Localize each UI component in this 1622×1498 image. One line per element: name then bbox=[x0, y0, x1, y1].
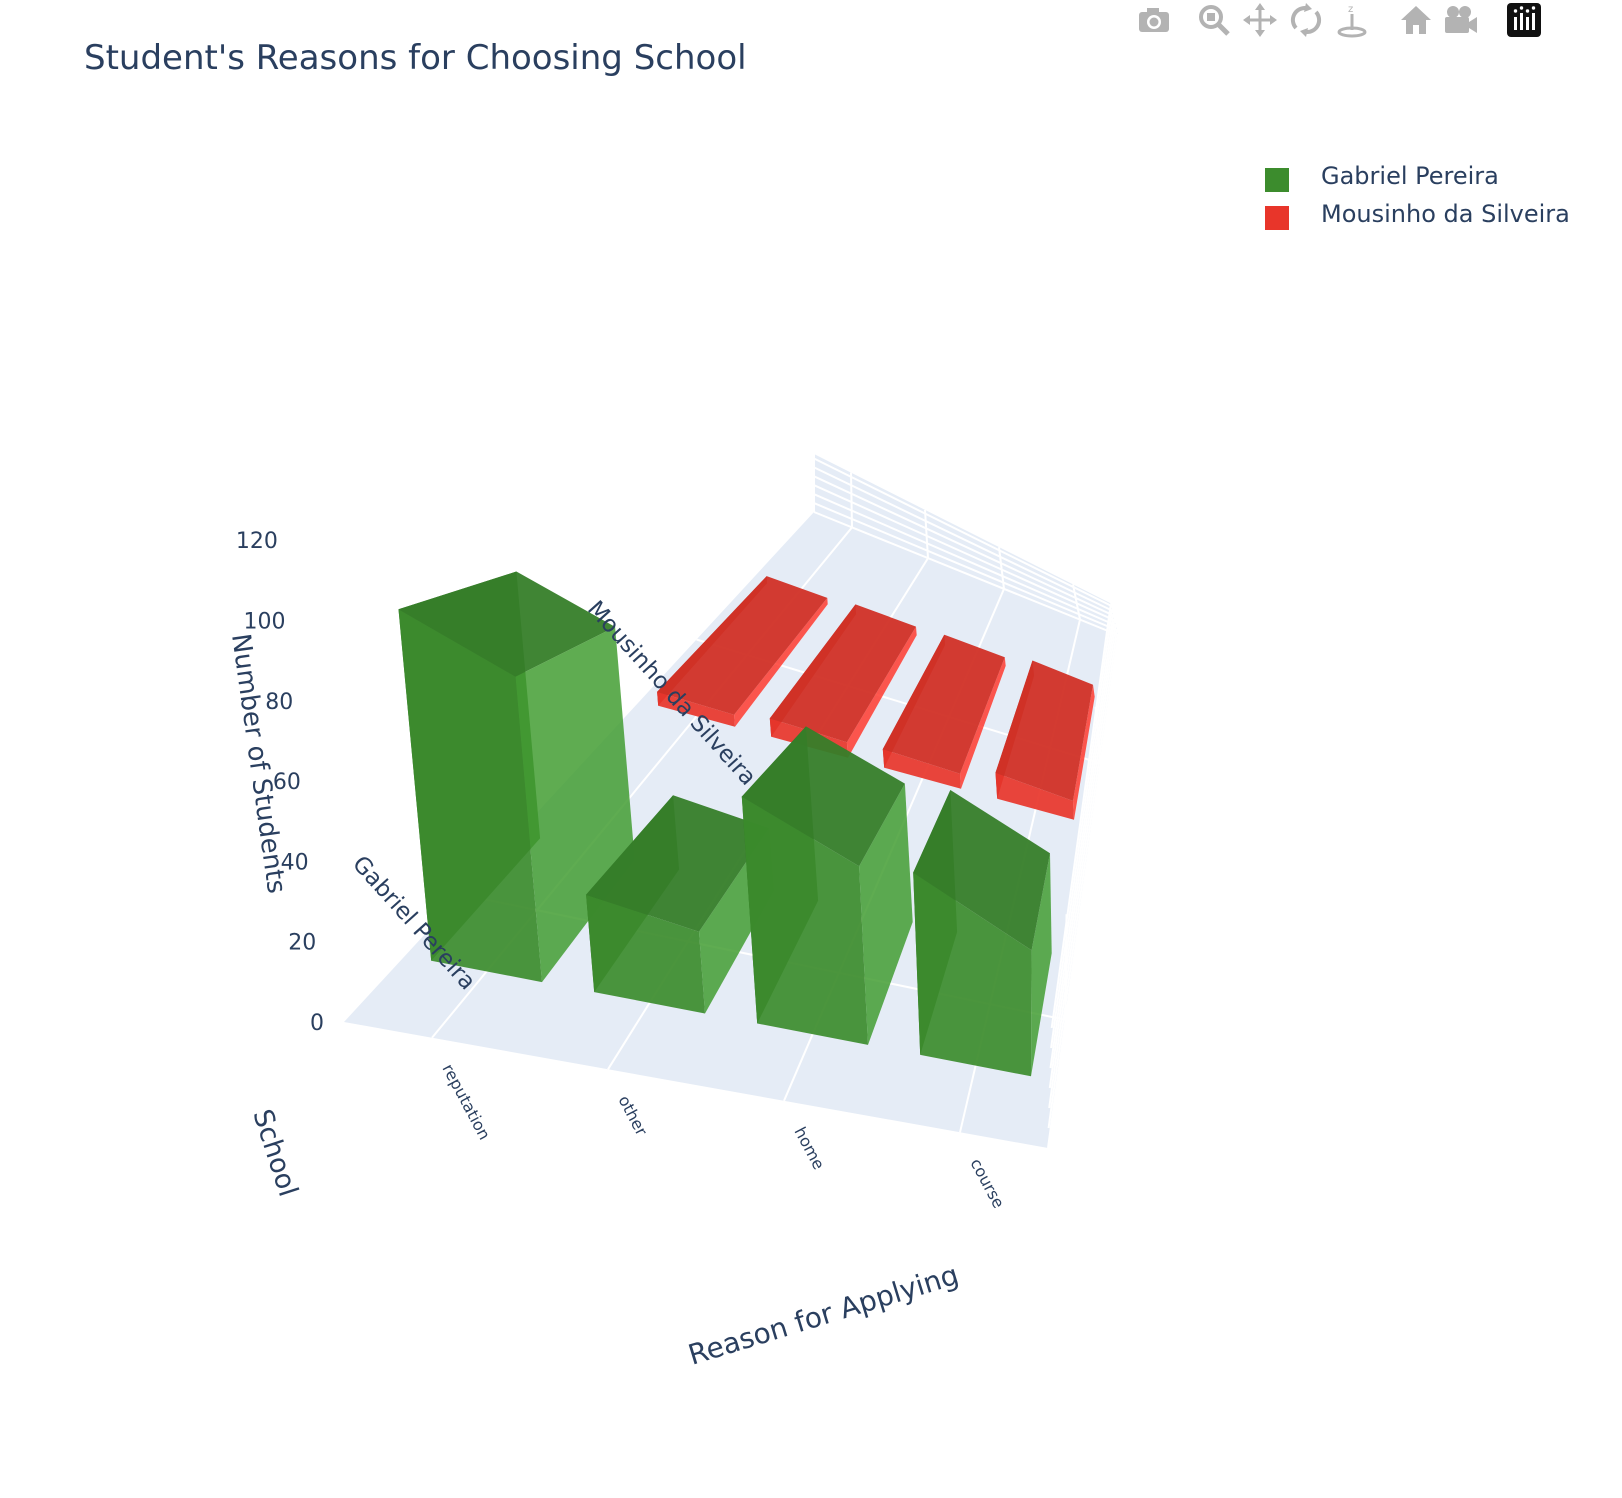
bar-top-face-mousinho-da-silveira-other bbox=[769, 604, 916, 743]
bar-mousinho-da-silveira-reputation bbox=[657, 691, 735, 727]
x-tick-label: course bbox=[966, 1155, 1008, 1211]
svg-text:z: z bbox=[1348, 4, 1353, 15]
y-axis-title: School bbox=[246, 1106, 303, 1201]
bar-right-face-gabriel-pereira-course bbox=[1031, 853, 1052, 1077]
bar-top-face-gabriel-pereira-other bbox=[586, 795, 769, 932]
bar-top-face-mousinho-da-silveira-home bbox=[882, 634, 1005, 774]
bar-mousinho-da-silveira-home bbox=[882, 749, 961, 789]
bar-right-face-mousinho-da-silveira-course bbox=[1073, 684, 1095, 820]
camera-icon[interactable] bbox=[1136, 2, 1172, 38]
reset-camera-last-save-icon[interactable] bbox=[1442, 2, 1478, 38]
z-tick-label: 20 bbox=[288, 931, 316, 956]
bar-top-face-mousinho-da-silveira-course bbox=[995, 660, 1093, 801]
z-gridline bbox=[813, 502, 1118, 1129]
pan-icon[interactable] bbox=[1242, 2, 1278, 38]
bar-right-face-gabriel-pereira-home bbox=[859, 783, 913, 1045]
bar-top-face-gabriel-pereira-home bbox=[741, 726, 905, 867]
x-tick-label: other bbox=[614, 1092, 651, 1139]
z-tick-label: 40 bbox=[281, 850, 309, 875]
z-gridline bbox=[813, 511, 1120, 1149]
bar-top-face-gabriel-pereira-course bbox=[913, 790, 1050, 951]
z-gridline bbox=[813, 484, 1116, 1089]
z-tick-label: 60 bbox=[273, 770, 301, 795]
z-gridline bbox=[813, 493, 1117, 1109]
z-gridline bbox=[813, 466, 1113, 1049]
zoom-icon[interactable] bbox=[1196, 2, 1232, 38]
legend-label: Mousinho da Silveira bbox=[1321, 200, 1570, 228]
bar-gabriel-pereira-reputation bbox=[398, 609, 542, 983]
reset-camera-home-icon[interactable] bbox=[1398, 2, 1434, 38]
bar-right-face-mousinho-da-silveira-home bbox=[960, 657, 1006, 789]
z-axis-title: Number of Students bbox=[225, 632, 291, 896]
z-gridline bbox=[813, 457, 1112, 1029]
back-wall-pane bbox=[814, 454, 1118, 635]
z-gridline bbox=[813, 475, 1115, 1069]
modebar: z bbox=[1139, 0, 1610, 40]
z-tick-label: 120 bbox=[236, 529, 278, 554]
z-tick-label: 0 bbox=[310, 1011, 324, 1036]
x-tick-label: home bbox=[790, 1124, 828, 1173]
x-tick-label: reputation bbox=[438, 1061, 494, 1143]
legend-swatch bbox=[1265, 168, 1289, 192]
turntable-rotation-icon[interactable]: z bbox=[1334, 2, 1370, 38]
x-axis-title: Reason for Applying bbox=[684, 1258, 962, 1372]
legend-swatch bbox=[1265, 206, 1289, 230]
bar-gabriel-pereira-home bbox=[741, 796, 868, 1045]
bar-gabriel-pereira-course bbox=[913, 872, 1032, 1077]
z-tick-label: 80 bbox=[265, 690, 293, 715]
orbit-rotation-icon[interactable] bbox=[1288, 2, 1324, 38]
plotly-logo-icon[interactable] bbox=[1506, 2, 1542, 38]
bar-gabriel-pereira-other bbox=[586, 894, 705, 1014]
bar-top-face-mousinho-da-silveira-reputation bbox=[657, 576, 828, 715]
bar-top-face-gabriel-pereira-reputation bbox=[398, 571, 616, 677]
bar-mousinho-da-silveira-course bbox=[995, 772, 1074, 820]
bar-right-face-mousinho-da-silveira-reputation bbox=[734, 597, 828, 727]
legend-label: Gabriel Pereira bbox=[1321, 162, 1499, 190]
chart-title: Student's Reasons for Choosing School bbox=[84, 38, 747, 78]
bar-right-face-mousinho-da-silveira-other bbox=[846, 626, 917, 758]
z-tick-label: 100 bbox=[244, 609, 286, 634]
